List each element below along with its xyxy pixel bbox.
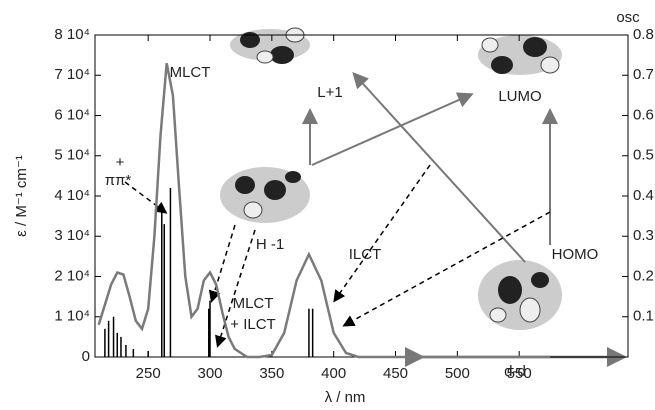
y2-tick-label: 0.4 (633, 187, 654, 204)
y-axis-label: ε / M⁻¹ cm⁻¹ (13, 155, 30, 237)
annotation: HOMO (552, 246, 599, 263)
annotation: L+1 (317, 84, 342, 101)
y-tick-label: 3 10⁴ (54, 227, 90, 244)
annotation: + (116, 154, 125, 171)
chart: λ / nm ε / M⁻¹ cm⁻¹ osc 250 300 350 400 450 5… (0, 0, 655, 410)
molecules (220, 28, 562, 330)
y2-tick-label: 0.1 (633, 308, 654, 325)
y2-tick-label: 0.5 (633, 147, 654, 164)
x-tick-label: 350 (259, 365, 284, 382)
y2-tick-label: 0.8 (633, 26, 654, 43)
annotation: LUMO (498, 88, 541, 105)
y2-tick-label: 0.7 (633, 66, 654, 83)
y2-axis-label: osc (616, 9, 640, 26)
y-tick-label: 0 (82, 348, 90, 365)
y-tick-label: 4 10⁴ (54, 187, 90, 204)
y-tick-label: 6 10⁴ (54, 106, 90, 123)
x-tick-label: 300 (197, 365, 222, 382)
y-tick-label: 2 10⁴ (54, 267, 90, 284)
annotation: MLCT (233, 295, 274, 312)
y2-tick-label: 0.6 (633, 106, 654, 123)
annotation: MLCT (170, 64, 211, 81)
y-tick-label: 7 10⁴ (54, 66, 90, 83)
y-tick-label: 5 10⁴ (54, 147, 90, 164)
annotation: + ILCT (230, 316, 275, 333)
annotation: ILCT (349, 246, 382, 263)
annotation: d-d (504, 363, 526, 380)
y2-tick-label: 0.2 (633, 267, 654, 284)
x-tick-label: 400 (321, 365, 346, 382)
annotation: ππ* (105, 172, 132, 189)
annotation: H -1 (256, 236, 284, 253)
y-tick-label: 1 10⁴ (54, 308, 90, 325)
x-tick-label: 500 (445, 365, 470, 382)
x-tick-label: 250 (136, 365, 161, 382)
y-tick-label: 8 10⁴ (54, 26, 90, 43)
spectrum-line (99, 63, 550, 357)
x-axis-label: λ / nm (325, 389, 366, 406)
y2-tick-label: 0.3 (633, 227, 654, 244)
x-tick-label: 450 (383, 365, 408, 382)
